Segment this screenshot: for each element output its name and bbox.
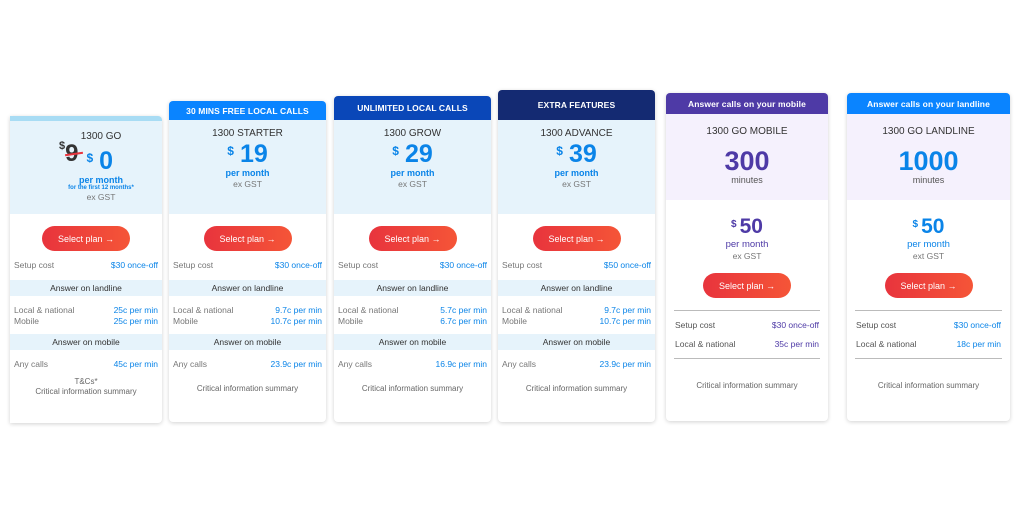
plan-card-1300-grow: UNLIMITED LOCAL CALLS 1300 GROW $29 per … bbox=[334, 96, 491, 422]
select-plan-button[interactable]: Select plan → bbox=[203, 226, 292, 251]
price-area: 1300 ADVANCE $39 per month ex GST bbox=[498, 120, 655, 214]
divider bbox=[855, 358, 1002, 359]
price-amount: 39 bbox=[568, 140, 597, 168]
plan-badge: UNLIMITED LOCAL CALLS bbox=[334, 96, 491, 120]
divider bbox=[674, 358, 820, 359]
section-answer-on-landline: Answer on landline bbox=[10, 280, 162, 296]
section-answer-on-mobile: Answer on mobile bbox=[334, 334, 491, 350]
cis-link[interactable]: Critical information summary bbox=[525, 384, 628, 393]
divider bbox=[855, 310, 1002, 311]
minutes-amount: 1000 bbox=[898, 146, 959, 176]
setup-cost-row: Setup cost $30 once-off bbox=[675, 320, 819, 330]
plan-name: 1300 GROW bbox=[383, 128, 442, 139]
setup-cost-row: Setup cost $30 once-off bbox=[173, 260, 322, 270]
plan-badge: Answer calls on your mobile bbox=[666, 93, 828, 114]
setup-cost-row: Setup cost $30 once-off bbox=[856, 320, 1001, 330]
plan-name: 1300 GO LANDLINE bbox=[882, 126, 975, 137]
price-amount: 50 bbox=[921, 215, 945, 238]
plan-name: 1300 STARTER bbox=[212, 128, 283, 139]
plan-card-1300-go-landline: Answer calls on your landline 1300 GO LA… bbox=[847, 93, 1010, 421]
cis-link[interactable]: Critical information summary bbox=[196, 384, 299, 393]
plan-badge: Answer calls on your landline bbox=[847, 93, 1010, 114]
section-answer-on-landline: Answer on landline bbox=[169, 280, 326, 296]
section-answer-on-landline: Answer on landline bbox=[498, 280, 655, 296]
price-area: 1300 GO $9 $ 0 per month for the first 1… bbox=[10, 121, 162, 214]
plan-card-1300-go: 1300 GO $9 $ 0 per month for the first 1… bbox=[10, 116, 162, 423]
minutes-area: 1300 GO LANDLINE 1000 minutes bbox=[847, 114, 1010, 200]
plan-name: 1300 GO bbox=[80, 131, 122, 142]
minutes-amount: 300 bbox=[724, 146, 770, 176]
price-amount: 50 bbox=[739, 215, 763, 238]
select-plan-button[interactable]: Select plan → bbox=[368, 226, 457, 251]
select-plan-button[interactable]: Select plan → bbox=[42, 226, 130, 251]
promo-note: for the first 12 months* bbox=[68, 185, 134, 191]
price-area: 1300 STARTER $19 per month ex GST bbox=[169, 120, 326, 214]
select-plan-button[interactable]: Select plan → bbox=[703, 273, 791, 298]
plan-badge: 30 MINS FREE LOCAL CALLS bbox=[169, 101, 326, 120]
divider bbox=[674, 310, 820, 311]
cis-link[interactable]: Critical information summary bbox=[35, 387, 137, 396]
card-top-stripe bbox=[10, 116, 162, 121]
section-answer-on-mobile: Answer on mobile bbox=[169, 334, 326, 350]
price-amount: 19 bbox=[239, 140, 268, 168]
plan-card-1300-starter: 30 MINS FREE LOCAL CALLS 1300 STARTER $1… bbox=[169, 101, 326, 422]
price-amount: 0 bbox=[99, 147, 114, 175]
plan-badge: EXTRA FEATURES bbox=[498, 90, 655, 120]
select-plan-button[interactable]: Select plan → bbox=[532, 226, 621, 251]
select-plan-button[interactable]: Select plan → bbox=[884, 273, 973, 298]
plan-card-1300-advance: EXTRA FEATURES 1300 ADVANCE $39 per mont… bbox=[498, 90, 655, 422]
setup-cost-row: Setup cost $30 once-off bbox=[14, 260, 158, 270]
price-amount: 29 bbox=[404, 140, 433, 168]
section-answer-on-landline: Answer on landline bbox=[334, 280, 491, 296]
cis-link[interactable]: Critical information summary bbox=[696, 381, 798, 390]
price-area: 1300 GROW $29 per month ex GST bbox=[334, 120, 491, 214]
cis-link[interactable]: Critical information summary bbox=[361, 384, 464, 393]
tcs-link[interactable]: T&Cs* bbox=[74, 377, 98, 386]
minutes-area: 1300 GO MOBILE 300 minutes bbox=[666, 114, 828, 200]
plan-name: 1300 GO MOBILE bbox=[706, 126, 788, 137]
old-price: $9 bbox=[59, 140, 84, 168]
setup-cost-row: Setup cost $30 once-off bbox=[338, 260, 487, 270]
section-answer-on-mobile: Answer on mobile bbox=[498, 334, 655, 350]
section-answer-on-mobile: Answer on mobile bbox=[10, 334, 162, 350]
setup-cost-row: Setup cost $50 once-off bbox=[502, 260, 651, 270]
cis-link[interactable]: Critical information summary bbox=[877, 381, 980, 390]
plan-card-1300-go-mobile: Answer calls on your mobile 1300 GO MOBI… bbox=[666, 93, 828, 421]
plan-name: 1300 ADVANCE bbox=[540, 128, 613, 139]
